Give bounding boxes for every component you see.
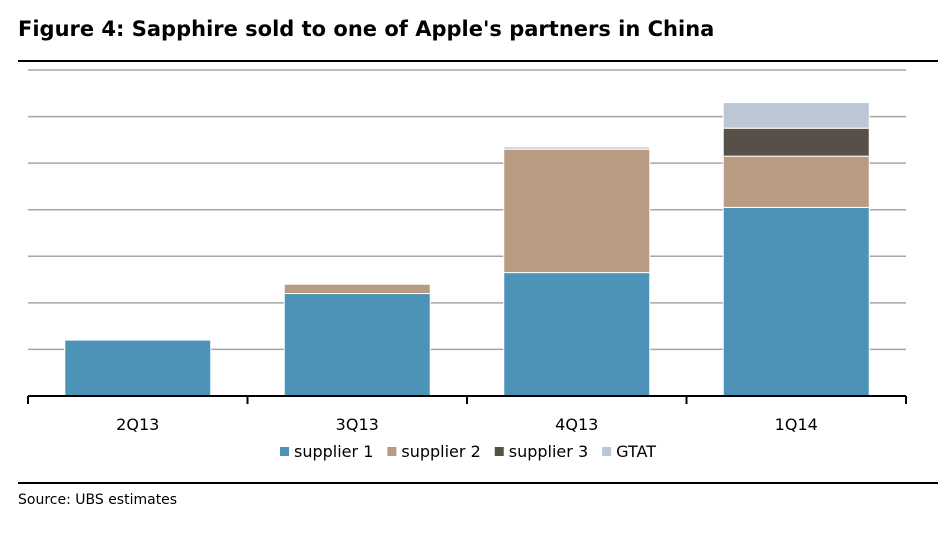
bar-segment-supplier-3 bbox=[722, 127, 870, 157]
bar-segment-supplier-1 bbox=[64, 339, 212, 397]
legend-swatch bbox=[280, 447, 289, 456]
x-tick-label: 2Q13 bbox=[116, 415, 159, 434]
source-note: Source: UBS estimates bbox=[18, 492, 178, 508]
chart-title: Figure 4: Sapphire sold to one of Apple'… bbox=[18, 17, 715, 41]
bar-segment-supplier-2 bbox=[283, 283, 431, 295]
bar-segment-gtat bbox=[503, 146, 651, 150]
legend-swatch bbox=[494, 447, 504, 456]
legend-label: GTAT bbox=[616, 442, 656, 461]
x-tick-label: 1Q14 bbox=[775, 415, 818, 434]
bar-segment-supplier-1 bbox=[722, 206, 870, 397]
top-rule bbox=[18, 60, 938, 62]
legend-swatch bbox=[387, 447, 397, 456]
bottom-rule bbox=[18, 482, 938, 484]
bar-segment-supplier-2 bbox=[503, 148, 651, 274]
x-tick-label: 4Q13 bbox=[555, 415, 598, 434]
legend-label: supplier 1 bbox=[294, 442, 373, 461]
bars bbox=[64, 102, 870, 397]
bar-segment-gtat bbox=[722, 102, 870, 129]
legend-label: supplier 2 bbox=[401, 442, 480, 461]
bar-segment-supplier-1 bbox=[283, 293, 431, 397]
bar-segment-supplier-1 bbox=[503, 272, 651, 397]
x-tick-label: 3Q13 bbox=[336, 415, 379, 434]
x-axis: 2Q13 3Q13 4Q13 1Q14 bbox=[27, 395, 907, 434]
legend-swatch bbox=[602, 447, 612, 456]
bar-segment-supplier-2 bbox=[722, 155, 870, 208]
legend: supplier 1 supplier 2 supplier 3 GTAT bbox=[280, 442, 656, 461]
legend-label: supplier 3 bbox=[509, 442, 588, 461]
